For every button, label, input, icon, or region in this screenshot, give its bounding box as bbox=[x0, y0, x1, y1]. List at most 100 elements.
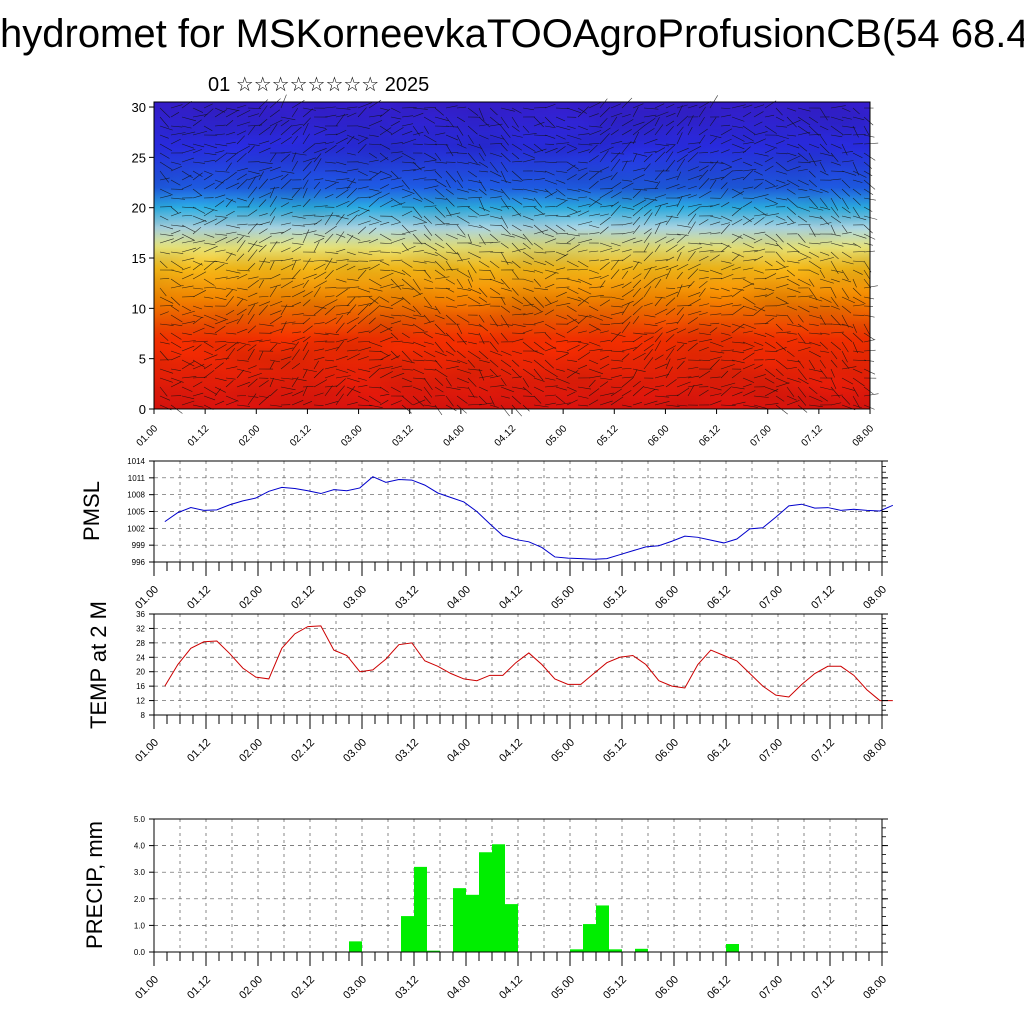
wind-barb bbox=[775, 170, 787, 175]
wind-barb bbox=[225, 341, 238, 352]
wind-barb bbox=[841, 251, 852, 259]
wind-barb bbox=[742, 363, 755, 370]
wind-barb bbox=[401, 296, 411, 305]
wind-barb bbox=[852, 332, 864, 343]
wind-barb bbox=[852, 377, 865, 387]
wind-barb bbox=[720, 166, 732, 172]
wind-barb bbox=[676, 344, 685, 352]
wind-barb bbox=[181, 360, 195, 370]
wind-barb bbox=[302, 258, 311, 271]
wind-barb bbox=[214, 296, 227, 301]
wind-barb bbox=[225, 198, 233, 208]
wind-barb bbox=[324, 161, 336, 164]
wind-barb bbox=[159, 170, 169, 183]
wind-barb bbox=[500, 215, 509, 229]
wind-barb bbox=[445, 278, 456, 285]
wind-barb bbox=[698, 389, 709, 397]
wind-barb bbox=[555, 179, 566, 184]
wind-barb bbox=[423, 314, 431, 323]
wind-barb bbox=[522, 296, 534, 308]
wind-barb bbox=[225, 377, 236, 380]
wind-barb bbox=[687, 203, 702, 208]
wind-barb bbox=[368, 296, 380, 307]
wind-barb bbox=[258, 147, 271, 154]
wind-barb bbox=[599, 377, 613, 381]
wind-barb bbox=[720, 370, 729, 379]
wind-barb bbox=[654, 400, 670, 406]
wind-barb bbox=[500, 197, 509, 210]
wind-barb bbox=[797, 332, 806, 344]
wind-barb bbox=[192, 287, 204, 290]
x-tick-label: 05.12 bbox=[595, 423, 621, 449]
wind-barb bbox=[456, 106, 467, 109]
wind-barb bbox=[280, 94, 287, 109]
wind-barb bbox=[379, 336, 393, 343]
wind-barb bbox=[841, 305, 852, 314]
wind-barb bbox=[588, 328, 600, 334]
wind-barb bbox=[346, 402, 358, 406]
wind-barb bbox=[786, 215, 794, 223]
wind-barb bbox=[775, 233, 784, 243]
wind-barb bbox=[313, 128, 328, 136]
wind-barb bbox=[852, 107, 860, 115]
wind-barb bbox=[258, 171, 264, 181]
wind-barb bbox=[731, 277, 746, 280]
wind-barb bbox=[181, 376, 197, 379]
wind-barb bbox=[423, 224, 433, 237]
wind-barb bbox=[720, 244, 730, 253]
wind-barb bbox=[709, 313, 722, 316]
wind-barb bbox=[313, 259, 329, 262]
wind-barb bbox=[302, 279, 309, 289]
wind-barb bbox=[236, 395, 247, 397]
wind-barb bbox=[797, 131, 811, 136]
wind-barb bbox=[621, 113, 631, 118]
wind-barb bbox=[236, 109, 251, 118]
wind-barb bbox=[863, 393, 879, 397]
wind-barb bbox=[346, 265, 356, 271]
wind-barb bbox=[764, 179, 775, 187]
wind-barb bbox=[291, 336, 306, 343]
wind-barb bbox=[830, 197, 839, 211]
wind-barb bbox=[566, 391, 576, 397]
wind-barb bbox=[852, 242, 862, 248]
wind-barb bbox=[159, 323, 174, 326]
wind-barb bbox=[258, 339, 271, 343]
wind-barb bbox=[346, 286, 360, 289]
wind-barb bbox=[643, 343, 654, 352]
wind-barb bbox=[423, 359, 438, 362]
wind-barb bbox=[753, 341, 764, 346]
wind-barb bbox=[588, 286, 604, 289]
wind-barb bbox=[687, 126, 693, 136]
wind-barb bbox=[709, 203, 720, 208]
wind-barb bbox=[577, 188, 591, 194]
wind-barb bbox=[181, 332, 192, 336]
wind-barb bbox=[269, 377, 285, 382]
wind-barb bbox=[687, 242, 702, 245]
wind-barb bbox=[181, 170, 193, 178]
wind-barb bbox=[291, 99, 305, 109]
wind-barb bbox=[731, 125, 744, 129]
wind-barb bbox=[181, 321, 196, 325]
wind-barb bbox=[544, 103, 556, 109]
wind-barb bbox=[797, 368, 807, 381]
wind-barb bbox=[852, 386, 859, 397]
wind-barb bbox=[753, 248, 766, 253]
wind-barb bbox=[852, 269, 863, 275]
wind-barb bbox=[269, 343, 278, 352]
wind-barb bbox=[335, 385, 345, 397]
wind-barb bbox=[698, 303, 710, 307]
wind-barb bbox=[478, 134, 489, 140]
wind-barb bbox=[533, 148, 547, 154]
wind-barb bbox=[808, 134, 822, 136]
wind-barb bbox=[577, 314, 592, 318]
wind-barb bbox=[335, 214, 345, 226]
wind-barb bbox=[742, 186, 754, 190]
wind-barb bbox=[324, 106, 336, 109]
wind-barb bbox=[522, 278, 534, 283]
x-tick-label: 01.12 bbox=[185, 737, 213, 765]
x-tick-label: 01.00 bbox=[133, 974, 161, 1002]
wind-barb bbox=[621, 270, 629, 280]
wind-barb bbox=[665, 238, 675, 244]
wind-barb bbox=[731, 206, 743, 217]
